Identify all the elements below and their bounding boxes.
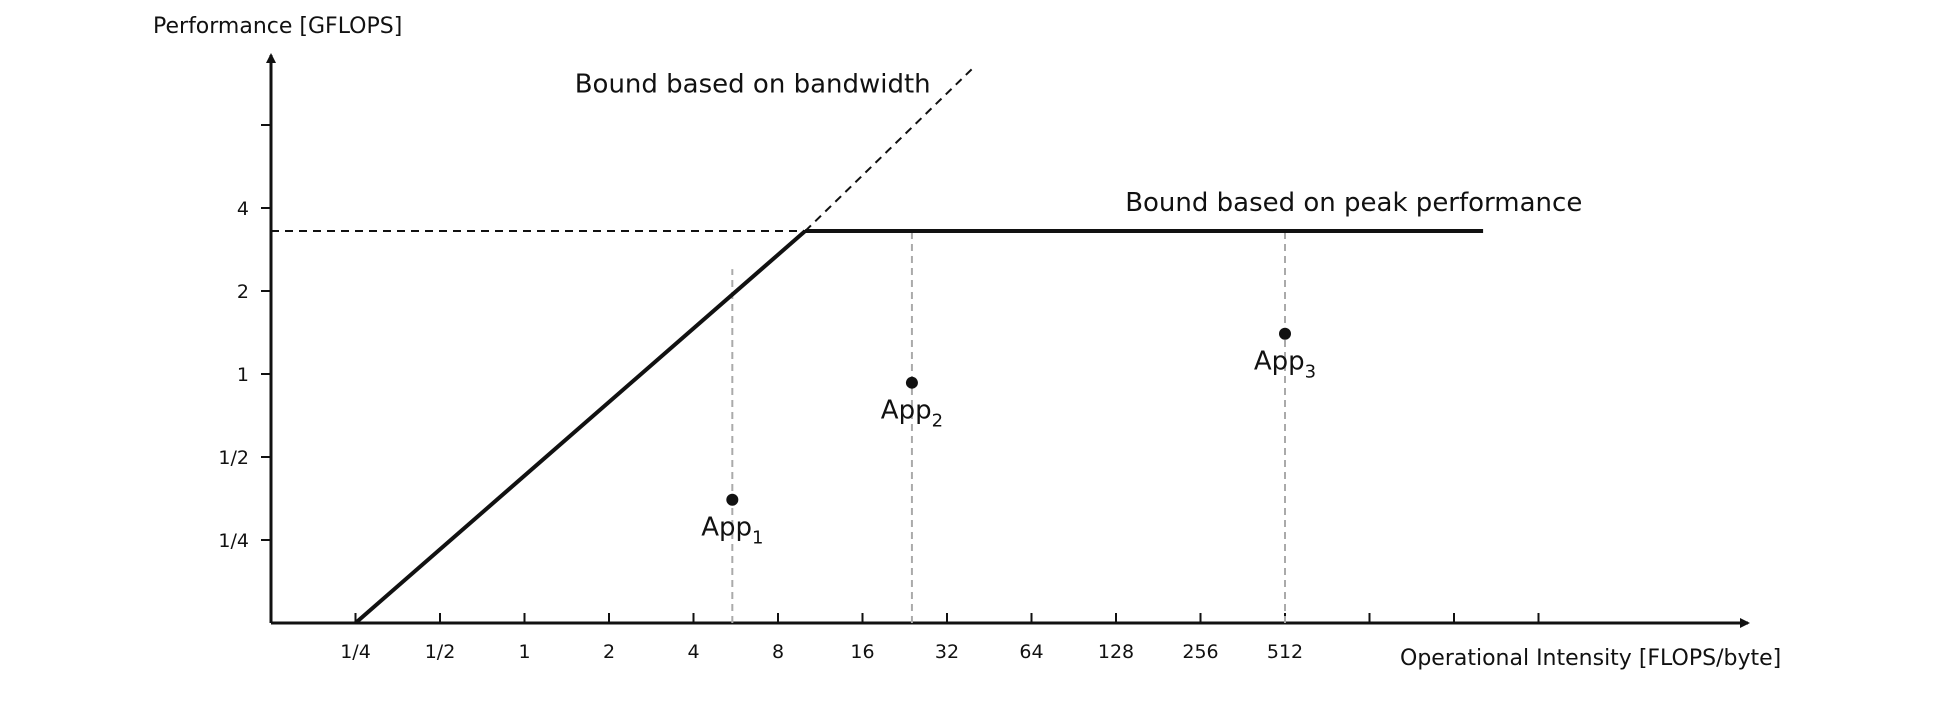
x-tick-label: 1/4 xyxy=(340,641,371,663)
x-tick-label: 256 xyxy=(1182,641,1218,663)
x-tick-label: 1 xyxy=(518,641,530,663)
app-points: App1 App2 App3 xyxy=(701,327,1316,549)
app-label-1: App1 xyxy=(701,513,763,549)
annotations: Bound based on bandwidth Bound based on p… xyxy=(575,69,1583,218)
app-guides xyxy=(731,231,1286,623)
axis-ticks: 1/4 1/2 1 2 4 8 16 32 64 128 256 512 1/4 1/2 1 2 4 xyxy=(218,124,1540,663)
app-label-3: App3 xyxy=(1254,347,1316,383)
x-tick-label: 1/2 xyxy=(425,641,456,663)
x-tick-label: 4 xyxy=(687,641,699,663)
x-tick-label: 16 xyxy=(850,641,874,663)
y-tick-label: 1 xyxy=(237,364,249,386)
app-point-2 xyxy=(905,376,918,389)
x-tick-label: 8 xyxy=(772,641,784,663)
app-label-2: App2 xyxy=(881,396,943,432)
bound-line-2 xyxy=(804,66,975,232)
y-tick-label: 1/2 xyxy=(218,447,249,469)
x-tick-label: 512 xyxy=(1267,641,1303,663)
x-tick-label: 2 xyxy=(603,641,615,663)
bound-line-1 xyxy=(354,229,807,625)
annotation-label: Bound based on peak performance xyxy=(1125,188,1582,218)
x-tick-label: 128 xyxy=(1098,641,1134,663)
x-tick-label: 32 xyxy=(935,641,959,663)
app-point-1 xyxy=(726,493,739,506)
bound-lines xyxy=(271,66,1484,625)
annotation-label: Bound based on bandwidth xyxy=(575,69,931,99)
y-axis-title: Performance [GFLOPS] xyxy=(153,14,402,39)
y-tick-label: 1/4 xyxy=(218,530,249,552)
y-tick-label: 4 xyxy=(237,198,249,220)
x-tick-label: 64 xyxy=(1019,641,1043,663)
app-point-3 xyxy=(1279,327,1291,340)
y-tick-label: 2 xyxy=(237,281,249,303)
x-axis-title: Operational Intensity [FLOPS/byte] xyxy=(1400,646,1781,671)
